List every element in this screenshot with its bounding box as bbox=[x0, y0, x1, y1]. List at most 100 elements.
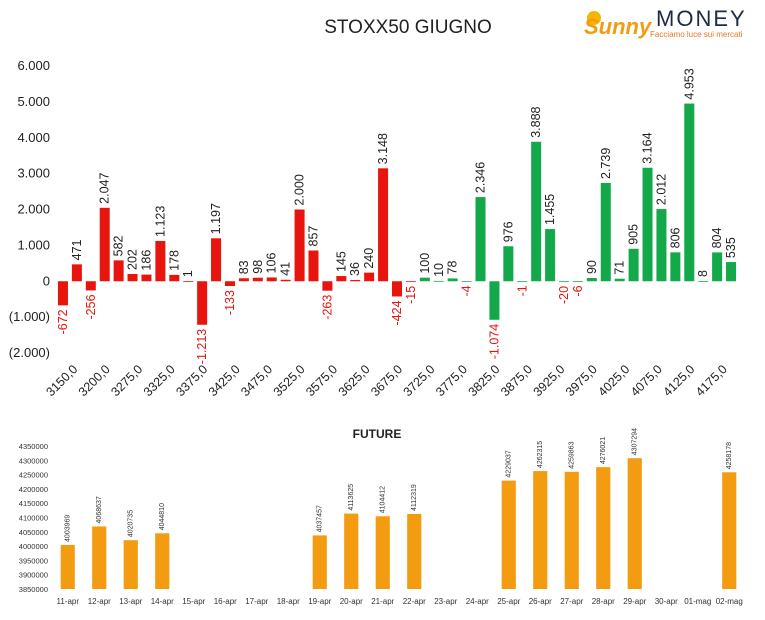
x-tick-label: 3150,0 bbox=[43, 362, 80, 399]
data-label: 3.888 bbox=[529, 106, 543, 137]
x-tick-label: 18-apr bbox=[277, 597, 300, 606]
y-tick-label: 4250000 bbox=[19, 471, 48, 480]
data-label: 4229037 bbox=[506, 450, 513, 477]
bar bbox=[406, 281, 416, 282]
data-label: 1.455 bbox=[543, 194, 557, 225]
data-label: 41 bbox=[279, 262, 293, 276]
y-tick-label: 4350000 bbox=[19, 442, 48, 451]
x-tick-label: 20-apr bbox=[340, 597, 363, 606]
y-tick-label: 4.000 bbox=[17, 130, 50, 145]
data-label: -15 bbox=[404, 286, 418, 304]
bar bbox=[350, 280, 360, 281]
y-tick-label: (2.000) bbox=[9, 345, 50, 360]
x-tick-label: 23-apr bbox=[434, 597, 457, 606]
bar bbox=[545, 229, 555, 281]
data-label: 78 bbox=[446, 260, 460, 274]
bar bbox=[698, 281, 708, 282]
data-label: 4113625 bbox=[348, 484, 355, 511]
bar bbox=[392, 281, 402, 296]
x-tick-label: 11-apr bbox=[56, 597, 79, 606]
data-label: 804 bbox=[710, 228, 724, 249]
data-label: -1.074 bbox=[487, 324, 501, 359]
x-tick-label: 3925,0 bbox=[531, 362, 568, 399]
bar bbox=[295, 210, 305, 282]
x-tick-label: 3425,0 bbox=[206, 362, 243, 399]
bar bbox=[533, 471, 547, 589]
x-tick-label: 27-apr bbox=[560, 597, 583, 606]
data-label: 857 bbox=[306, 226, 320, 247]
bar bbox=[502, 481, 516, 589]
bar bbox=[322, 281, 332, 290]
data-label: 2.739 bbox=[599, 148, 613, 179]
x-tick-label: 3875,0 bbox=[498, 362, 535, 399]
x-tick-label: 3975,0 bbox=[563, 362, 600, 399]
bar bbox=[336, 276, 346, 281]
bar bbox=[573, 281, 583, 282]
x-tick-label: 22-apr bbox=[403, 597, 426, 606]
data-label: 905 bbox=[627, 224, 641, 245]
data-label: 145 bbox=[334, 251, 348, 272]
bar bbox=[183, 281, 193, 282]
bar bbox=[601, 183, 611, 281]
bar bbox=[308, 251, 318, 282]
x-tick-label: 15-apr bbox=[182, 597, 205, 606]
x-tick-label: 3775,0 bbox=[433, 362, 470, 399]
data-label: 806 bbox=[668, 227, 682, 248]
bar bbox=[253, 278, 263, 282]
y-tick-label: 3.000 bbox=[17, 166, 50, 181]
y-tick-label: 4200000 bbox=[19, 485, 48, 494]
x-tick-label: 3325,0 bbox=[141, 362, 178, 399]
bar bbox=[128, 274, 138, 281]
y-tick-label: 3900000 bbox=[19, 571, 48, 580]
x-tick-label: 28-apr bbox=[592, 597, 615, 606]
bar bbox=[239, 278, 249, 281]
bar bbox=[475, 197, 485, 281]
bar bbox=[211, 238, 221, 281]
x-tick-label: 4175,0 bbox=[693, 362, 730, 399]
x-tick-label: 17-apr bbox=[245, 597, 268, 606]
bar bbox=[656, 209, 666, 281]
data-label: 2.000 bbox=[293, 174, 307, 205]
x-axis-ticks: 11-apr 12-apr 13-apr 14-apr 15-apr 16-apr 17-a… bbox=[56, 597, 742, 606]
data-label: 10 bbox=[432, 263, 446, 277]
data-label: -20 bbox=[557, 286, 571, 304]
data-label: -6 bbox=[571, 285, 585, 296]
data-label: 8 bbox=[696, 270, 710, 277]
bar bbox=[364, 273, 374, 282]
data-label: 98 bbox=[251, 260, 265, 274]
x-tick-label: 3375,0 bbox=[173, 362, 210, 399]
x-tick-label: 4125,0 bbox=[660, 362, 697, 399]
data-label: 4276021 bbox=[600, 437, 607, 464]
data-label: 2.047 bbox=[98, 172, 112, 203]
bar bbox=[489, 281, 499, 320]
data-label: 4259863 bbox=[569, 441, 576, 468]
bar bbox=[114, 260, 124, 281]
bar bbox=[596, 467, 610, 589]
bar bbox=[407, 514, 421, 589]
y-tick-label: 4000000 bbox=[19, 542, 48, 551]
data-label: 186 bbox=[139, 250, 153, 271]
data-label: 202 bbox=[126, 249, 140, 270]
data-label: 83 bbox=[237, 260, 251, 274]
chart-title: STOXX50 GIUGNO bbox=[324, 17, 492, 38]
data-label: -424 bbox=[390, 300, 404, 325]
bar bbox=[531, 142, 541, 281]
bar bbox=[722, 472, 736, 589]
data-label: 4037457 bbox=[317, 505, 324, 532]
x-tick-label: 3200,0 bbox=[76, 362, 113, 399]
x-tick-label: 26-apr bbox=[529, 597, 552, 606]
bar bbox=[462, 281, 472, 282]
future-chart: FUTURE 4350000 4300000 4250000 4200000 41500… bbox=[0, 418, 765, 618]
y-tick-label: 3850000 bbox=[19, 585, 48, 594]
x-tick-label: 3275,0 bbox=[108, 362, 145, 399]
bar bbox=[58, 281, 68, 305]
y-tick-label: (1.000) bbox=[9, 309, 50, 324]
y-tick-label: 6.000 bbox=[17, 58, 50, 73]
data-label: 535 bbox=[724, 237, 738, 258]
data-label: 4104412 bbox=[380, 486, 387, 513]
data-label: -672 bbox=[56, 309, 70, 334]
bar bbox=[124, 540, 138, 589]
x-tick-label: 21-apr bbox=[371, 597, 394, 606]
x-tick-label: 3725,0 bbox=[401, 362, 438, 399]
